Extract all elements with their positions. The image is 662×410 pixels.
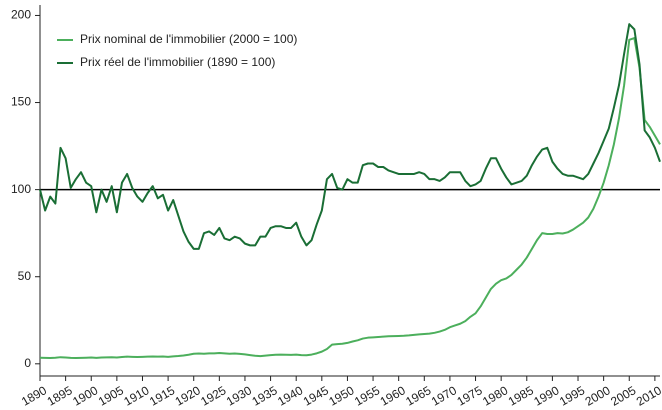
y-tick-label: 100 — [11, 182, 31, 196]
y-tick-label: 0 — [24, 356, 31, 370]
series-line — [39, 23, 661, 250]
x-tick-label: 2010 — [634, 383, 662, 409]
legend-label: Prix nominal de l'immobilier (2000 = 100… — [80, 32, 297, 46]
legend-label: Prix réel de l'immobilier (1890 = 100) — [80, 55, 275, 69]
y-tick-label: 200 — [11, 8, 31, 22]
y-tick-label: 50 — [18, 269, 32, 283]
y-tick-label: 150 — [11, 95, 31, 109]
series-line — [39, 37, 661, 360]
legend: Prix nominal de l'immobilier (2000 = 100… — [57, 32, 297, 69]
